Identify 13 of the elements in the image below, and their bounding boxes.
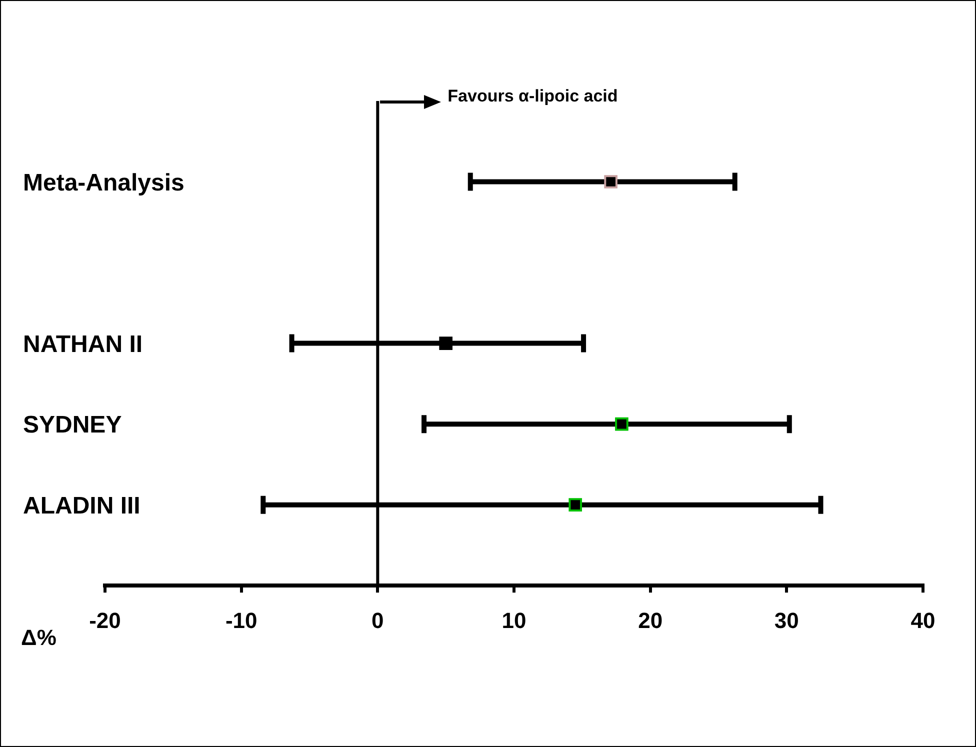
y-tick-label: NATHAN II xyxy=(23,330,143,358)
x-tick-label: -10 xyxy=(225,608,258,633)
x-tick-label: 30 xyxy=(774,608,799,633)
x-tick-label: 40 xyxy=(910,608,936,633)
y-tick-label: ALADIN III xyxy=(23,492,140,520)
x-tick-label: -20 xyxy=(89,608,121,633)
y-tick-label: Meta-Analysis xyxy=(23,169,184,196)
x-tick-label: 20 xyxy=(638,608,663,633)
x-tick-label: 0 xyxy=(372,608,384,633)
y-tick-label: SYDNEY xyxy=(23,412,122,439)
annotation: Favours α-lipoic acid xyxy=(448,86,618,106)
x-axis-title: Δ% xyxy=(21,625,56,650)
x-tick-label: 10 xyxy=(502,608,526,633)
